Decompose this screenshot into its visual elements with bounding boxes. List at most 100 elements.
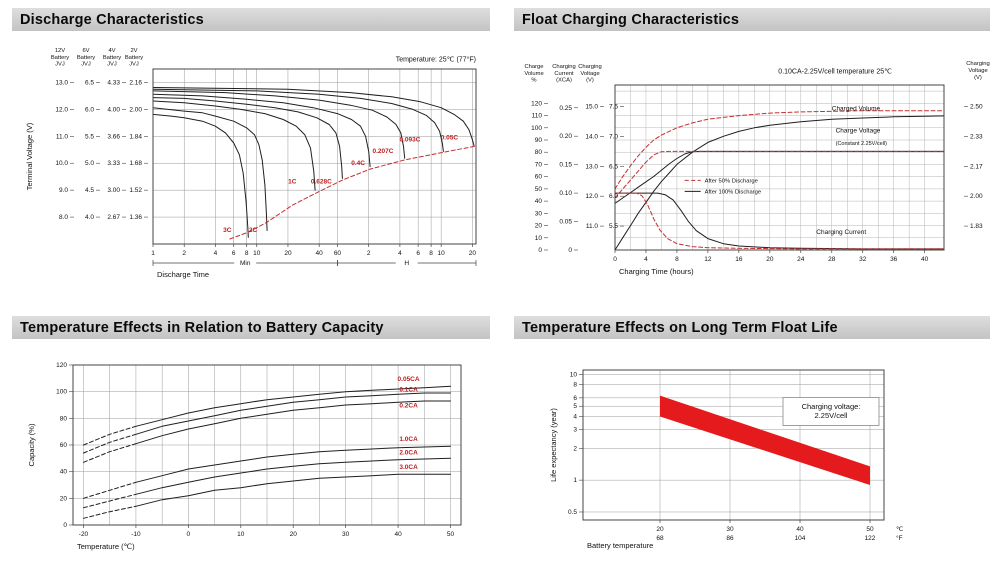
series-1.0CA: [83, 481, 137, 499]
x-axis: 20 68 30 86 40 104 50 122 ℃°F Battery temperature: [587, 520, 904, 550]
plot-border: [152, 68, 477, 245]
svg-text:2: 2: [182, 250, 186, 257]
svg-text:20: 20: [656, 526, 664, 533]
svg-text:2.50: 2.50: [970, 104, 983, 111]
svg-text:1.83: 1.83: [970, 223, 983, 230]
svg-text:Charge Voltage: Charge Voltage: [836, 127, 881, 134]
grid: [583, 370, 884, 520]
panel-float-charging-header: Float Charging Characteristics: [514, 8, 990, 31]
svg-text:50: 50: [535, 186, 543, 193]
svg-text:8: 8: [675, 256, 679, 263]
svg-text:60: 60: [535, 174, 543, 181]
svg-text:2V: 2V: [130, 48, 137, 54]
svg-text:0.10CA-2.25V/cell temperature: 0.10CA-2.25V/cell temperature 25℃: [778, 69, 892, 76]
series-0.207C: [152, 90, 406, 159]
svg-text:2.00: 2.00: [970, 193, 983, 200]
series-3.0CA: [83, 505, 137, 519]
svg-text:Temperature: 25℃ (77°F): Temperature: 25℃ (77°F): [396, 56, 476, 64]
svg-text:11.0: 11.0: [586, 223, 599, 230]
svg-text:0.628C: 0.628C: [311, 178, 332, 185]
svg-text:0.10: 0.10: [559, 190, 572, 197]
svg-text:3.0CA: 3.0CA: [399, 464, 418, 471]
svg-text:Charging: Charging: [966, 61, 990, 67]
svg-text:2.33: 2.33: [970, 133, 983, 140]
svg-text:0.1CA: 0.1CA: [399, 387, 418, 394]
svg-text:Volume: Volume: [524, 71, 543, 77]
svg-text:8.0: 8.0: [59, 214, 68, 221]
svg-text:Voltage: Voltage: [580, 71, 599, 77]
svg-text:122: 122: [865, 535, 876, 542]
svg-text:0.093C: 0.093C: [399, 136, 420, 143]
svg-text:-10: -10: [131, 531, 141, 538]
series-charging-current-100: [614, 192, 945, 250]
svg-text:Temperature (℃): Temperature (℃): [77, 542, 135, 551]
svg-text:Charging: Charging: [552, 64, 576, 70]
curve-labels: 0.05CA 0.1CA 0.2CA 1.0CA 2.0CA 3.0CA: [398, 376, 420, 471]
temp-capacity-chart: -20 -10 0 10 20 30 40 50 Temperature (℃) 0 20 40 60 8…: [27, 362, 462, 551]
svg-text:0.20: 0.20: [559, 133, 572, 140]
svg-text:6: 6: [573, 395, 577, 402]
svg-text:0.207C: 0.207C: [373, 148, 394, 155]
svg-text:14.0: 14.0: [585, 133, 598, 140]
svg-text:24: 24: [797, 256, 805, 263]
left-axes: ChargeVolume%120110100908070605040302010…: [524, 64, 624, 254]
svg-text:After 50% Discharge: After 50% Discharge: [705, 178, 758, 184]
svg-text:12.0: 12.0: [585, 193, 598, 200]
svg-text:70: 70: [535, 161, 543, 168]
svg-text:0: 0: [568, 247, 572, 254]
series-0.1CA: [83, 433, 137, 454]
svg-text:Capacity (%): Capacity (%): [27, 423, 36, 466]
svg-text:0: 0: [187, 531, 191, 538]
series-3.0CA: [135, 473, 451, 507]
svg-text:2.25V/cell: 2.25V/cell: [815, 411, 848, 420]
svg-text:5: 5: [573, 403, 577, 410]
plot-border: [614, 84, 945, 251]
svg-text:10: 10: [570, 371, 578, 378]
y-axis-left: 10 8 65 4 3 2 1 0.5: [568, 371, 583, 516]
svg-text:0: 0: [63, 522, 67, 529]
svg-text:6.0: 6.0: [609, 193, 618, 200]
series: [614, 110, 945, 251]
svg-text:-20: -20: [79, 531, 89, 538]
svg-text:H: H: [404, 260, 409, 267]
svg-text:Life expectancy (year): Life expectancy (year): [549, 408, 558, 482]
svg-text:0: 0: [538, 247, 542, 254]
svg-text:Min: Min: [240, 260, 251, 267]
svg-text:100: 100: [56, 389, 67, 396]
svg-text:7.5: 7.5: [609, 104, 618, 111]
svg-text:2: 2: [573, 445, 577, 452]
svg-text:4: 4: [398, 250, 402, 257]
series-3C: [152, 113, 249, 238]
series-0.4C: [152, 93, 371, 168]
series-0.093C: [152, 88, 444, 152]
svg-text:110: 110: [532, 113, 543, 120]
svg-text:120: 120: [56, 362, 67, 369]
svg-text:3: 3: [573, 427, 577, 434]
svg-text:12V: 12V: [55, 48, 65, 54]
annotations: 0.10CA-2.25V/cell temperature 25℃ Charged…: [778, 69, 892, 237]
legend: After 50% Discharge After 100% Discharge: [684, 178, 761, 195]
svg-text:Discharge Time: Discharge Time: [157, 270, 209, 279]
panel-temp-capacity: Temperature Effects in Relation to Batte…: [12, 316, 490, 577]
band: [660, 395, 870, 485]
svg-text:0.2CA: 0.2CA: [399, 403, 418, 410]
svg-text:0: 0: [613, 256, 617, 263]
svg-text:10: 10: [438, 250, 446, 257]
panel-float-life-header: Temperature Effects on Long Term Float L…: [514, 316, 990, 339]
series-charged-volume-50: [614, 110, 945, 190]
svg-text:1: 1: [151, 250, 155, 257]
series-2C: [152, 107, 268, 231]
svg-text:0.05C: 0.05C: [441, 135, 459, 142]
panel-float-life-title: Temperature Effects on Long Term Float L…: [522, 319, 838, 336]
svg-text:6.0: 6.0: [85, 106, 94, 113]
svg-text:Battery: Battery: [51, 55, 69, 61]
svg-text:Battery: Battery: [125, 55, 143, 61]
plot-border: [582, 369, 885, 521]
svg-text:13.0: 13.0: [55, 79, 68, 86]
svg-text:6.5: 6.5: [609, 163, 618, 170]
curve-labels: 3C 2C 1C 0.628C 0.4C 0.207C 0.093C 0.05C: [223, 135, 458, 235]
svg-text:60: 60: [60, 442, 68, 449]
